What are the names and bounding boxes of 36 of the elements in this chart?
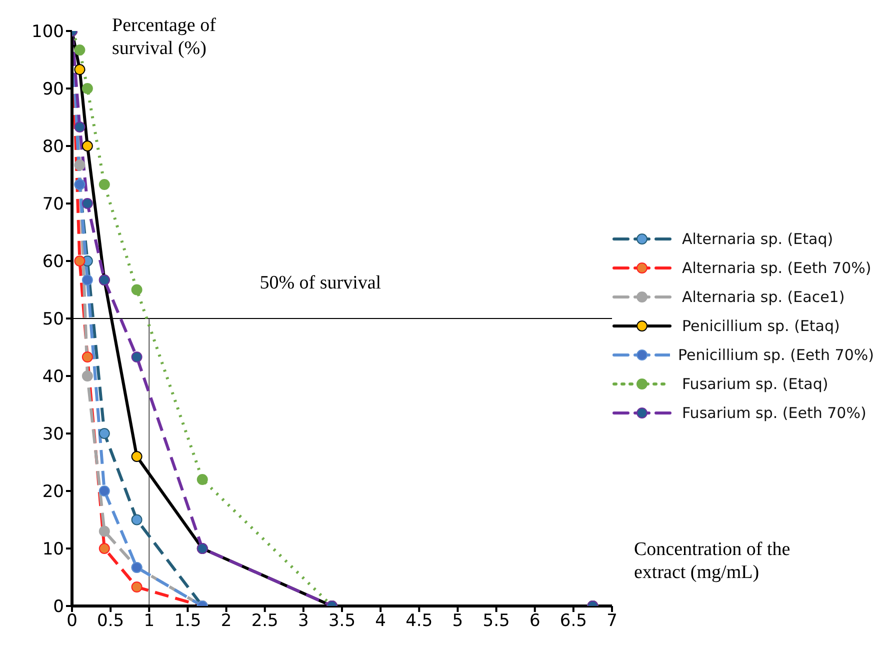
y-tick-label: 80 [42,137,64,158]
x-tick-label: 6.5 [560,611,587,632]
y-tick-label: 90 [42,80,64,100]
y-tick-label: 30 [42,424,64,445]
x-tick-label: 5 [452,611,464,632]
x-tick-label: 6 [529,611,540,632]
x-tick-label: 2.5 [251,611,278,632]
legend-label: Fusarium sp. (Etaq) [682,374,828,392]
legend-label: Alternaria sp. (Eace1) [682,288,845,306]
legend-label: Alternaria sp. (Eeth 70%) [682,258,872,276]
x-tick-label: 1 [144,611,155,632]
y-tick-label: 50 [42,310,64,330]
x-tick-label: 2 [220,611,232,632]
x-tick-label: 3 [298,611,309,632]
y-tick-label: 60 [42,252,64,272]
legend-label: Penicillium sp. (Eeth 70%) [678,346,874,364]
legend-label: Penicillium sp. (Etaq) [682,316,840,334]
x-axis-title: Concentration of the extract (mg/mL) [634,538,792,584]
y-tick-label: 20 [42,482,64,502]
y-tick-label: 70 [42,194,64,215]
x-tick-label: 0.5 [97,611,124,632]
x-tick-label: 4 [375,611,386,632]
x-tick-label: 4.5 [406,611,433,632]
y-tick-label: 100 [32,22,64,42]
x-tick-label: 0 [66,611,78,632]
x-tick-label: 7 [606,611,618,632]
y-tick-label: 40 [42,367,64,388]
x-tick-label: 1.5 [174,611,202,632]
y-axis-title: Percentage of survival (%) [112,14,217,60]
x-tick-label: 5.5 [482,611,510,632]
y-tick-label: 0 [53,597,64,618]
legend-label: Alternaria sp. (Etaq) [682,230,834,248]
x-tick-label: 3.5 [328,611,356,632]
y-tick-label: 10 [42,540,64,560]
ref-line-label: 50% of survival [260,272,382,294]
legend-label: Fusarium sp. (Eeth 70%) [682,404,866,422]
